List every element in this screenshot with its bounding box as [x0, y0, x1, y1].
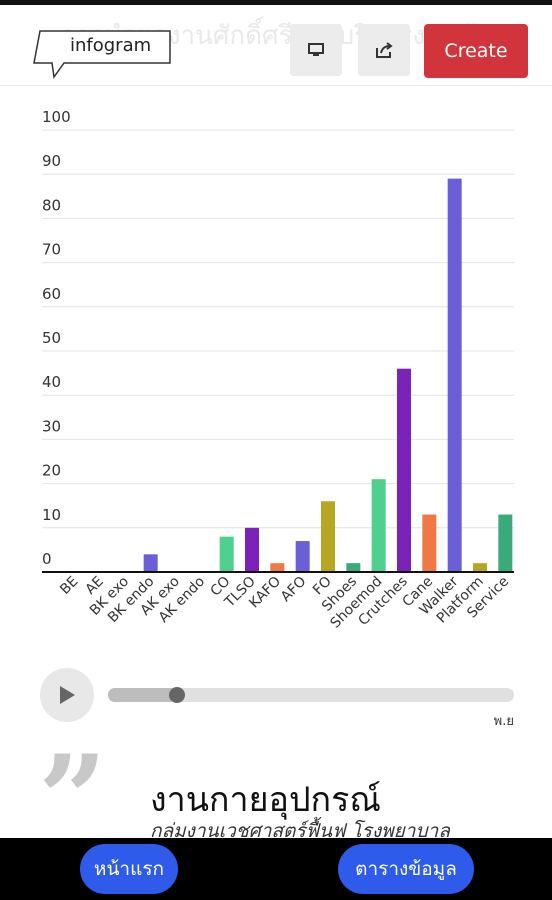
infogram-logo[interactable]	[30, 27, 180, 83]
home-button[interactable]: หน้าแรก	[80, 844, 178, 894]
y-tick-label: 10	[42, 506, 61, 524]
timeline-track[interactable]	[108, 687, 514, 703]
top-border	[0, 0, 552, 5]
bar-crutches[interactable]	[397, 368, 411, 572]
bar-service[interactable]	[498, 514, 513, 572]
x-tick-label: AFO	[278, 574, 310, 606]
bar-platform[interactable]	[473, 563, 487, 572]
y-tick-label: 100	[42, 108, 71, 126]
y-tick-label: 40	[42, 373, 61, 391]
y-tick-label: 50	[42, 329, 61, 347]
timeline-progress	[108, 688, 178, 702]
y-tick-label: 20	[42, 462, 61, 480]
logo-text: infogram	[70, 35, 152, 56]
play-button[interactable]	[40, 668, 94, 722]
timeline-handle[interactable]	[169, 687, 186, 703]
time-label: พ.ย	[493, 714, 514, 729]
monitor-icon	[308, 43, 324, 56]
bar-afo[interactable]	[295, 541, 310, 572]
bar-tlso[interactable]	[245, 527, 259, 572]
bar-fo[interactable]	[321, 501, 335, 572]
story-title: งานกายอุปกรณ์	[150, 780, 381, 820]
y-tick-label: 60	[42, 285, 61, 303]
story-subtitle: กลุ่มงานเวชศาสตร์ฟื้นฟู โรงพยาบาล	[150, 820, 450, 842]
y-tick-label: 90	[42, 152, 61, 170]
y-tick-label: 70	[42, 241, 61, 259]
bar-shoes[interactable]	[346, 563, 361, 572]
bar-cane[interactable]	[422, 514, 437, 572]
play-icon	[60, 686, 75, 704]
create-button[interactable]: Create	[424, 24, 528, 78]
bottom-nav: หน้าแรก ตารางข้อมูล	[0, 838, 552, 900]
infogram-header: การนำผลงานศักดิ์ศรีงานบริการงานพัฒ infog…	[0, 5, 552, 86]
timeline-player: พ.ย	[0, 660, 552, 740]
bar-co[interactable]	[219, 536, 234, 572]
bar-shoemod[interactable]	[371, 479, 386, 572]
y-tick-label: 80	[42, 196, 61, 214]
y-tick-label: 30	[42, 417, 61, 435]
x-tick-label: BE	[57, 574, 81, 598]
share-button[interactable]	[358, 24, 410, 76]
y-tick-label: 0	[42, 550, 52, 568]
share-icon	[376, 42, 393, 58]
bar-kafo[interactable]	[270, 563, 285, 572]
bar-walker[interactable]	[447, 178, 462, 572]
bar-bk-endo[interactable]	[143, 554, 158, 572]
data-table-button[interactable]: ตารางข้อมูล	[338, 844, 474, 894]
present-button[interactable]	[290, 24, 342, 76]
